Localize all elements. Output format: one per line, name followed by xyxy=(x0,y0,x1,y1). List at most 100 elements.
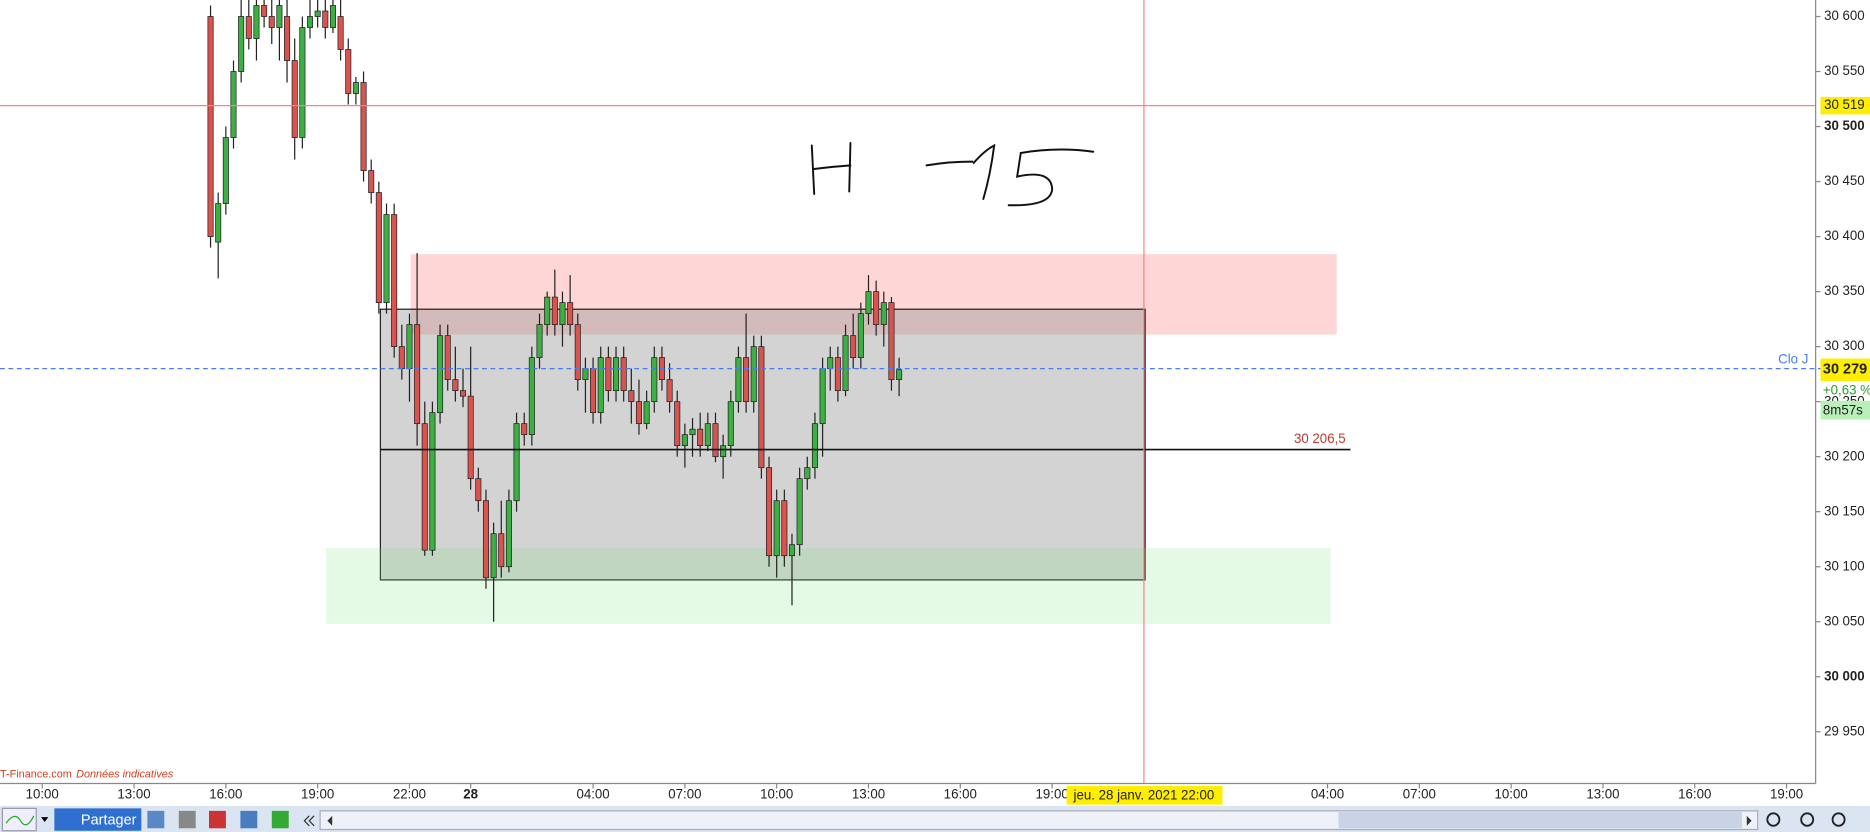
candle-body xyxy=(850,335,857,359)
candle-body xyxy=(368,170,375,193)
candle-body xyxy=(574,324,581,381)
plot-area xyxy=(0,0,1816,784)
toolbar-icon[interactable] xyxy=(147,810,165,829)
x-tick-label: 16:00 xyxy=(209,786,242,801)
candle-body xyxy=(727,401,734,447)
candle-body xyxy=(605,357,612,392)
candle-body xyxy=(590,368,597,414)
candle-body xyxy=(222,137,229,204)
share-label: Partager xyxy=(81,813,137,829)
candle-body xyxy=(238,16,245,72)
candle-body xyxy=(398,346,405,370)
close-line-label: Clo J xyxy=(1778,351,1808,366)
y-tick-label: 30 350 xyxy=(1824,283,1865,298)
zoom-out[interactable] xyxy=(1800,812,1815,827)
candle-body xyxy=(735,357,742,403)
y-tick-label: 30 500 xyxy=(1824,118,1865,133)
y-tick-label: 30 100 xyxy=(1824,558,1865,573)
zoom-fit[interactable] xyxy=(1766,812,1781,827)
scroll-thumb[interactable] xyxy=(1338,812,1742,829)
candle-body xyxy=(811,423,818,469)
toolbar-icon[interactable] xyxy=(271,810,289,829)
price-label-bg xyxy=(1820,96,1870,115)
candle-body xyxy=(873,291,880,325)
candle-body xyxy=(865,291,872,314)
candle-body xyxy=(215,203,222,243)
dropdown-arrow[interactable] xyxy=(41,817,49,823)
candle-body xyxy=(674,401,681,447)
share-button[interactable] xyxy=(54,808,142,831)
zone xyxy=(326,548,1331,624)
candle-body xyxy=(276,5,283,28)
x-tick-label: 22:00 xyxy=(393,786,426,801)
y-tick-label: 30 400 xyxy=(1824,228,1865,243)
handwritten-1 xyxy=(972,143,996,200)
candle-body xyxy=(613,357,620,392)
x-tick-label: 13:00 xyxy=(852,786,885,801)
x-tick-label: 19:00 xyxy=(1035,786,1068,801)
candle-body xyxy=(766,467,773,557)
candle-body xyxy=(689,428,696,436)
candle-body xyxy=(299,27,306,138)
candle-body xyxy=(743,357,750,403)
x-tick-label: 28 xyxy=(463,786,478,801)
candle-body xyxy=(253,5,260,39)
cursor-label: jeu. 28 janv. 2021 22:00 xyxy=(1073,787,1215,802)
level-label: 30 206,5 xyxy=(1294,431,1346,446)
candle-body xyxy=(559,302,566,325)
x-tick-label: 10:00 xyxy=(26,786,59,801)
candle-body xyxy=(628,390,635,403)
y-tick-label: 30 050 xyxy=(1824,613,1865,628)
x-tick-label: 10:00 xyxy=(1495,786,1528,801)
candle-body xyxy=(536,324,543,359)
toolbar-icon[interactable] xyxy=(178,810,196,829)
toolbar: Partager xyxy=(0,805,1870,832)
candle-body xyxy=(666,379,673,403)
countdown-bg xyxy=(1820,400,1870,420)
candle-body xyxy=(796,478,803,546)
candle-body xyxy=(804,467,811,480)
x-tick-label: 16:00 xyxy=(1678,786,1711,801)
candle-body xyxy=(337,16,344,50)
candle-body xyxy=(482,500,489,579)
candle-body xyxy=(528,357,535,436)
toolbar-icon[interactable] xyxy=(240,810,258,829)
candle-body xyxy=(788,544,796,557)
candle-body xyxy=(207,16,214,237)
candle-body xyxy=(620,357,627,392)
x-tick-label: 19:00 xyxy=(301,786,334,801)
candle-body xyxy=(459,390,467,397)
zoom-in[interactable] xyxy=(1831,812,1846,827)
candle-body xyxy=(421,423,428,551)
y-tick-label: 30 600 xyxy=(1824,8,1865,23)
candle-body xyxy=(880,302,887,325)
price-label: 30 519 xyxy=(1824,97,1865,112)
candle-body xyxy=(819,368,826,425)
candle-body xyxy=(360,82,367,171)
y-tick-label: 30 300 xyxy=(1824,338,1865,353)
y-tick-label: 30 150 xyxy=(1824,503,1865,518)
candle-body xyxy=(643,401,650,425)
y-tick-label: 30 550 xyxy=(1824,63,1865,78)
candle-body xyxy=(551,296,558,325)
handwriting xyxy=(810,142,1095,207)
candle-body xyxy=(896,369,903,381)
candle-body xyxy=(857,313,864,359)
candle-body xyxy=(712,423,719,458)
candle-body xyxy=(345,49,352,94)
candle-body xyxy=(681,434,688,447)
handwritten-dash xyxy=(925,160,974,167)
candle-body xyxy=(452,379,459,392)
candle-body xyxy=(582,368,589,381)
candle-body xyxy=(544,296,551,325)
candle-body xyxy=(651,357,658,403)
scroll-left-fast[interactable] xyxy=(303,815,315,827)
candle-body xyxy=(773,500,780,557)
candle-body xyxy=(697,428,704,447)
candle-body xyxy=(781,500,788,557)
candle-body xyxy=(391,214,398,348)
toolbar-icon[interactable] xyxy=(208,810,226,829)
